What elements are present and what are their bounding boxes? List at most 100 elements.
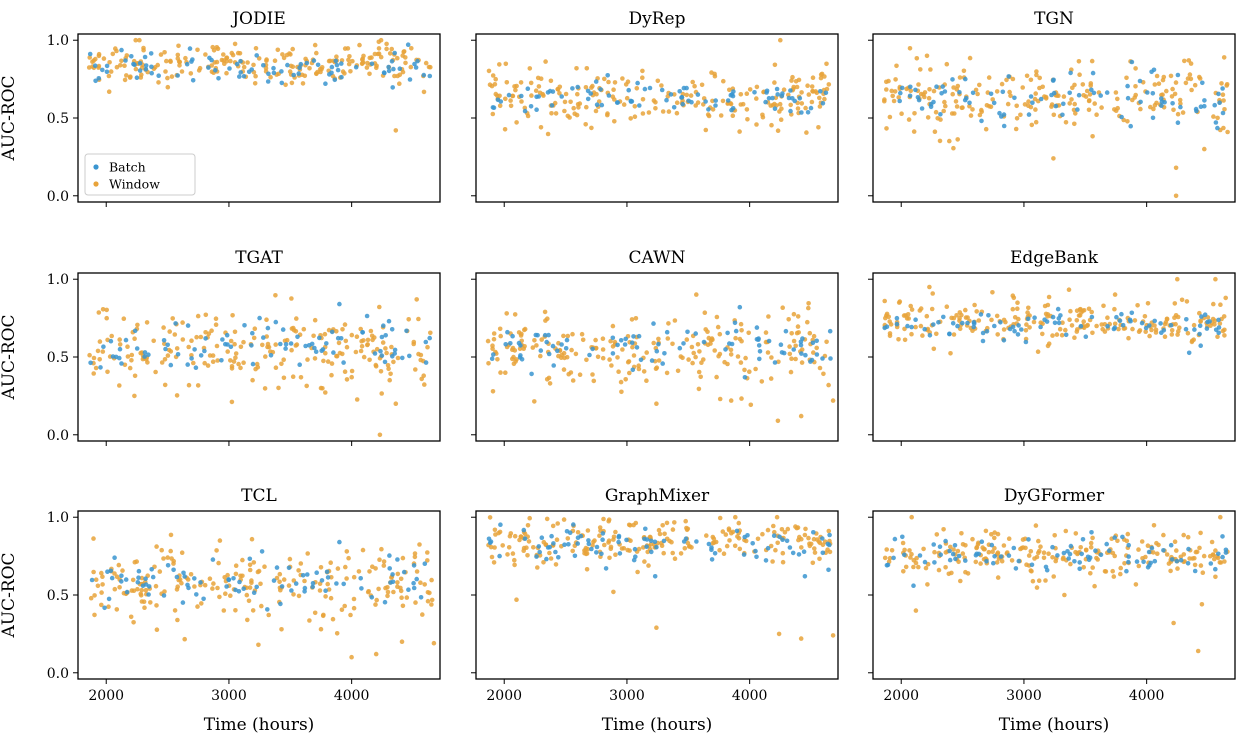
- window-point: [1059, 332, 1065, 338]
- window-point: [1133, 92, 1138, 98]
- window-point: [260, 342, 265, 348]
- window-point: [1176, 329, 1181, 334]
- window-point: [1072, 335, 1077, 341]
- batch-point: [1030, 100, 1035, 105]
- window-point: [100, 349, 106, 354]
- window-point: [293, 329, 299, 334]
- window-point: [642, 559, 647, 564]
- window-point: [572, 111, 577, 116]
- window-point: [1192, 562, 1198, 568]
- window-point: [307, 66, 312, 71]
- window-point: [955, 548, 961, 554]
- window-point: [1005, 101, 1011, 107]
- window-point: [887, 114, 893, 120]
- window-point: [114, 574, 120, 579]
- window-point: [330, 616, 336, 622]
- window-point: [325, 359, 331, 364]
- window-point: [891, 98, 897, 104]
- window-point: [553, 111, 559, 116]
- window-point: [1112, 321, 1118, 327]
- window-point: [431, 640, 437, 646]
- batch-point: [1006, 74, 1011, 79]
- window-point: [365, 342, 370, 348]
- window-point: [715, 324, 721, 330]
- window-point: [575, 91, 580, 97]
- batch-point: [1080, 537, 1086, 542]
- window-point: [810, 75, 816, 80]
- window-point: [1022, 102, 1028, 107]
- window-point: [973, 559, 979, 565]
- window-point: [344, 549, 350, 554]
- scatter-points: [87, 293, 433, 438]
- batch-point: [802, 574, 808, 579]
- window-point: [524, 545, 529, 550]
- window-point: [384, 350, 389, 356]
- batch-point: [594, 544, 600, 550]
- window-point: [1181, 532, 1186, 538]
- batch-point: [413, 65, 419, 70]
- window-point: [1088, 83, 1093, 88]
- window-point: [1046, 294, 1052, 300]
- batch-point: [1197, 323, 1203, 329]
- batch-point: [1175, 72, 1181, 78]
- window-point: [215, 358, 220, 363]
- batch-point: [142, 350, 148, 355]
- window-point: [143, 587, 149, 593]
- window-point: [381, 559, 387, 564]
- window-point: [902, 337, 908, 343]
- window-point: [381, 563, 387, 568]
- batch-point: [915, 95, 921, 100]
- batch-point: [333, 58, 339, 64]
- window-point: [1186, 58, 1192, 63]
- batch-point: [241, 586, 246, 591]
- window-point: [502, 127, 508, 132]
- batch-point: [1168, 542, 1174, 548]
- batch-point: [551, 363, 556, 368]
- window-point: [1197, 545, 1202, 551]
- window-point: [965, 571, 971, 576]
- window-point: [759, 379, 765, 384]
- window-point: [387, 51, 393, 56]
- window-point: [610, 323, 616, 329]
- batch-point: [246, 69, 252, 75]
- window-point: [174, 393, 180, 398]
- window-point: [1164, 88, 1169, 94]
- x-tick-label: 2000: [883, 688, 919, 704]
- window-point: [291, 325, 296, 331]
- batch-point: [521, 527, 527, 533]
- x-tick-label: 3000: [1006, 688, 1042, 704]
- window-point: [1116, 326, 1121, 332]
- window-point: [144, 320, 150, 325]
- window-point: [108, 69, 114, 74]
- window-point: [732, 543, 738, 549]
- batch-point: [1066, 556, 1071, 561]
- batch-point: [731, 89, 736, 94]
- window-point: [1008, 93, 1013, 99]
- window-point: [568, 99, 573, 105]
- window-point: [496, 530, 501, 536]
- window-point: [1014, 103, 1019, 109]
- window-point: [162, 357, 168, 362]
- batch-point: [788, 88, 793, 93]
- window-point: [521, 548, 526, 553]
- batch-point: [1208, 561, 1214, 566]
- window-point: [148, 600, 153, 605]
- window-point: [890, 93, 895, 99]
- window-point: [613, 529, 618, 535]
- batch-point: [797, 96, 803, 101]
- window-point: [955, 137, 960, 142]
- batch-point: [677, 345, 683, 351]
- window-point: [949, 111, 955, 116]
- window-point: [693, 103, 698, 108]
- window-point: [970, 536, 975, 542]
- window-point: [672, 520, 677, 525]
- window-point: [796, 330, 801, 335]
- window-point: [1130, 326, 1135, 332]
- batch-point: [1138, 99, 1143, 105]
- batch-point: [902, 552, 907, 558]
- window-point: [210, 353, 216, 358]
- window-point: [651, 98, 657, 103]
- window-point: [660, 109, 666, 114]
- window-point: [1218, 560, 1224, 565]
- batch-point: [1125, 95, 1131, 101]
